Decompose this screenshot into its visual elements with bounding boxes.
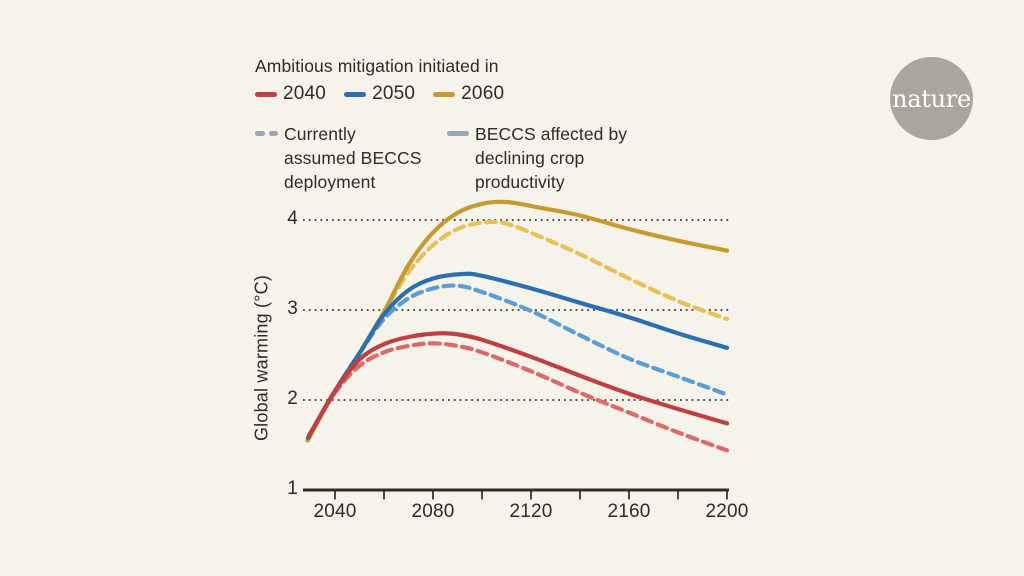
line-swatch-2050	[344, 91, 367, 97]
x-tick-label-2200: 2200	[705, 501, 749, 522]
legend-item-affected-beccs: BECCS affected by declining crop product…	[447, 122, 631, 194]
curve-2050-affected	[306, 271, 730, 440]
line-swatch-2060	[433, 91, 456, 97]
curve-2040-affected	[306, 331, 730, 439]
y-tick-label-1: 1	[287, 478, 298, 499]
legend-label-2040: 2040	[283, 83, 327, 104]
legend-label-affected-beccs: BECCS affected by declining crop product…	[475, 124, 628, 192]
dashed-line-swatch	[255, 131, 278, 136]
curve-2050-assumed	[306, 283, 730, 440]
line-swatch-2040	[255, 91, 277, 97]
y-tick-label-4: 4	[287, 208, 298, 229]
dash-segment	[268, 131, 278, 136]
legend-label-assumed-beccs: Currently assumed BECCS deployment	[284, 124, 422, 192]
legend-scenario-row: 2040 2050 2060	[255, 83, 895, 105]
x-tick-label-2080: 2080	[411, 501, 455, 522]
legend-title: Ambitious mitigation initiated in	[255, 56, 499, 76]
y-tick-label-3: 3	[287, 298, 298, 319]
dash-segment	[255, 131, 265, 136]
gridlines	[303, 219, 729, 401]
y-axis-title: Global warming (°C)	[251, 274, 272, 442]
x-tick-label-2120: 2120	[509, 501, 553, 522]
x-axis	[303, 488, 729, 500]
y-tick-label-2: 2	[287, 388, 298, 409]
x-tick-label-2040: 2040	[313, 501, 357, 522]
nature-logo-text: nature	[892, 84, 971, 113]
legend-style-row: Currently assumed BECCS deployment BECCS…	[255, 122, 895, 202]
legend-label-2050: 2050	[372, 83, 416, 104]
legend-item-assumed-beccs: Currently assumed BECCS deployment	[255, 122, 426, 194]
legend-label-2060: 2060	[461, 83, 505, 104]
solid-line-swatch	[447, 131, 469, 136]
nature-logo: nature	[890, 57, 973, 140]
legend-item-2050: 2050	[344, 83, 415, 105]
curve-2040-assumed	[306, 341, 730, 453]
chart-legend: Ambitious mitigation initiated in 2040 2…	[255, 55, 895, 202]
legend-item-2040: 2040	[255, 83, 326, 105]
x-tick-label-2160: 2160	[607, 501, 651, 522]
legend-item-2060: 2060	[433, 83, 504, 105]
curves	[305, 199, 730, 453]
